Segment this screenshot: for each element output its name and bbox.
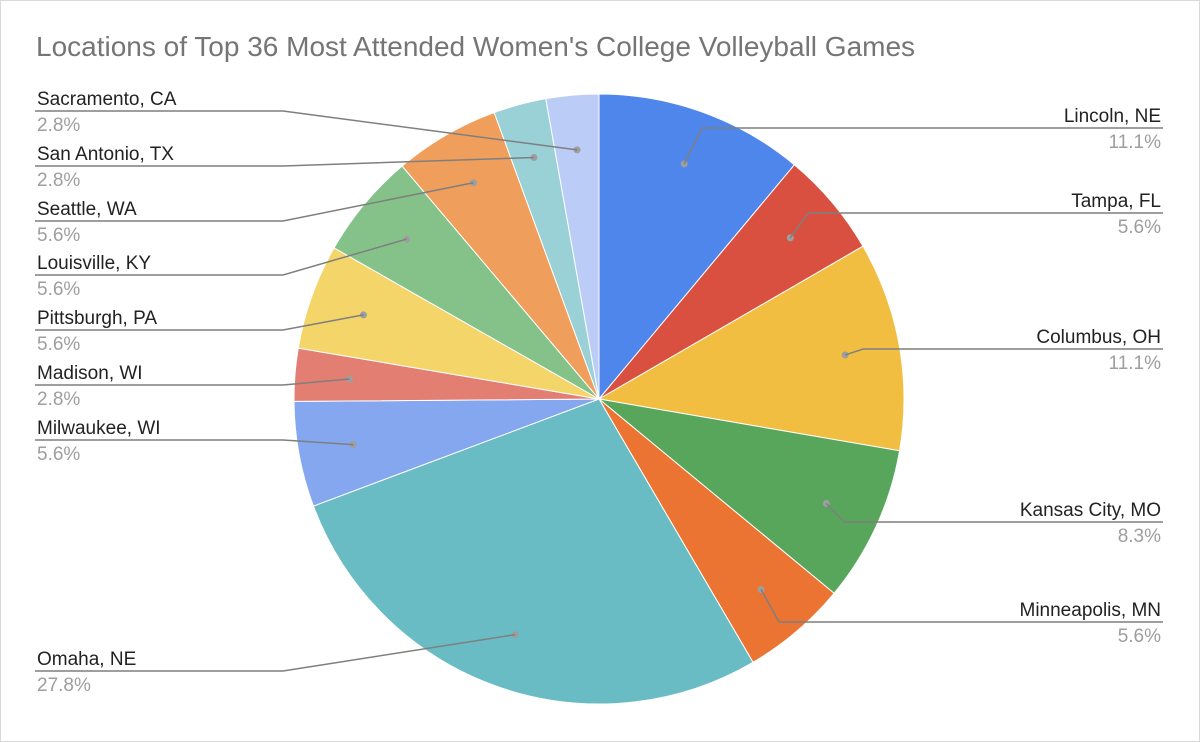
leader-line-seattle-wa <box>35 181 474 222</box>
leader-line-columbus-oh <box>844 348 1163 356</box>
leader-line-louisville-ky <box>35 238 407 276</box>
slice-percent-columbus-oh: 11.1% <box>1109 353 1162 374</box>
slice-label-tampa-fl: Tampa, FL <box>1071 191 1161 212</box>
pie-slice-lincoln-ne[interactable] <box>598 93 796 401</box>
leader-line-lincoln-ne <box>683 127 1163 165</box>
slice-label-seattle-wa: Seattle, WA <box>37 199 137 220</box>
leader-line-kansas-city-mo <box>825 502 1163 523</box>
slice-label-pittsburgh-pa: Pittsburgh, PA <box>37 308 157 329</box>
leader-lines <box>35 110 1163 672</box>
slice-label-madison-wi: Madison, WI <box>37 363 143 384</box>
leader-line-san-antonio-tx <box>35 156 534 167</box>
chart-title: Locations of Top 36 Most Attended Women'… <box>36 31 916 62</box>
slice-label-lincoln-ne: Lincoln, NE <box>1064 106 1161 127</box>
slice-percent-pittsburgh-pa: 5.6% <box>37 334 80 355</box>
slice-labels: Lincoln, NE 11.1% Tampa, FL 5.6% Columbus, O… <box>37 89 1161 696</box>
slice-percent-san-antonio-tx: 2.8% <box>37 170 80 191</box>
slice-percent-milwaukee-wi: 5.6% <box>37 444 80 465</box>
pie-slice-columbus-oh[interactable] <box>597 245 905 452</box>
slice-label-sacramento-ca: Sacramento, CA <box>37 89 177 110</box>
slice-percent-omaha-ne: 27.8% <box>37 675 91 696</box>
slice-percent-madison-wi: 2.8% <box>37 389 80 410</box>
leader-line-milwaukee-wi <box>35 439 354 446</box>
pie-slice-kansas-city-mo[interactable] <box>597 398 901 595</box>
leader-line-omaha-ne <box>35 633 516 672</box>
slice-label-louisville-ky: Louisville, KY <box>37 253 151 274</box>
slice-percent-tampa-fl: 5.6% <box>1118 217 1161 238</box>
slice-label-kansas-city-mo: Kansas City, MO <box>1020 500 1161 521</box>
leader-line-madison-wi <box>35 378 350 386</box>
pie-slices <box>293 93 905 705</box>
slice-percent-lincoln-ne: 11.1% <box>1109 132 1162 153</box>
pie-slice-omaha-ne[interactable] <box>312 398 754 705</box>
pie-slice-sacramento-ca[interactable] <box>545 93 600 400</box>
slice-label-columbus-oh: Columbus, OH <box>1036 327 1161 348</box>
slice-percent-louisville-ky: 5.6% <box>37 279 80 300</box>
slice-label-san-antonio-tx: San Antonio, TX <box>37 144 174 165</box>
leader-line-minneapolis-mn <box>760 589 1163 623</box>
leader-line-pittsburgh-pa <box>35 314 364 331</box>
slice-percent-sacramento-ca: 2.8% <box>37 115 80 136</box>
slice-percent-seattle-wa: 5.6% <box>37 225 80 246</box>
slice-label-milwaukee-wi: Milwaukee, WI <box>37 418 161 439</box>
slice-percent-kansas-city-mo: 8.3% <box>1118 526 1161 547</box>
leader-line-sacramento-ca <box>35 110 578 151</box>
slice-label-minneapolis-mn: Minneapolis, MN <box>1020 600 1162 621</box>
slice-percent-minneapolis-mn: 5.6% <box>1118 626 1161 647</box>
leader-line-tampa-fl <box>789 212 1163 239</box>
slice-label-omaha-ne: Omaha, NE <box>37 649 136 670</box>
